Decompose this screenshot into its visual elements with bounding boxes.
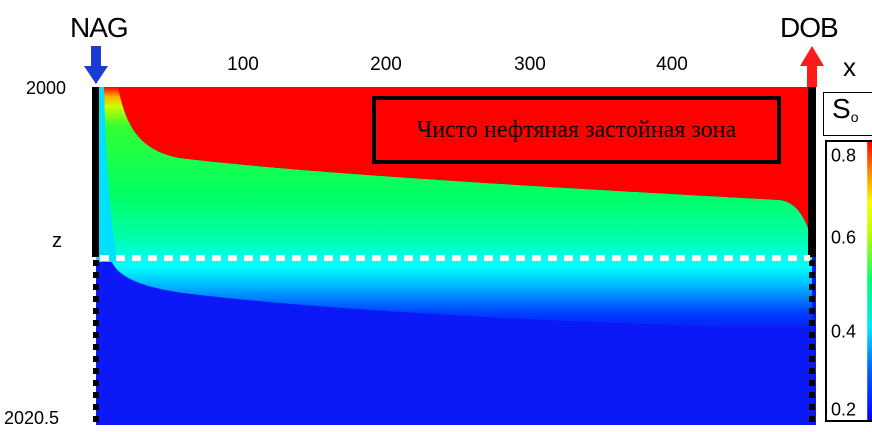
z-bottom-label: 2020.5 bbox=[4, 408, 60, 428]
z-axis-label: z bbox=[52, 230, 62, 252]
stagnant-zone-annotation: Чисто нефтяная застойная зона bbox=[372, 96, 781, 164]
injector-near-zone bbox=[96, 87, 118, 262]
colorbar-title: So bbox=[823, 92, 872, 136]
x-tick-label: 200 bbox=[370, 54, 402, 75]
x-tick-label: 400 bbox=[656, 54, 688, 75]
x-tick-label: 100 bbox=[227, 54, 259, 75]
injector-well-open bbox=[92, 87, 99, 257]
colorbar bbox=[825, 140, 872, 422]
colorbar-tick: 0.2 bbox=[831, 399, 857, 420]
stagnant-zone-text: Чисто нефтяная застойная зона bbox=[416, 116, 737, 143]
colorbar-title-main: S bbox=[832, 93, 851, 124]
colorbar-title-sub: o bbox=[850, 109, 859, 125]
displacement-front bbox=[99, 87, 812, 330]
production-arrow-icon bbox=[800, 46, 824, 87]
colorbar-tick: 0.6 bbox=[831, 227, 857, 248]
injection-arrow-icon bbox=[84, 46, 108, 84]
producer-well-label: DOB bbox=[780, 12, 839, 43]
injector-well-label: NAG bbox=[70, 12, 129, 43]
x-axis-label: x bbox=[843, 52, 856, 82]
z-top-label: 2000 bbox=[26, 78, 67, 98]
colorbar-tick: 0.4 bbox=[831, 321, 857, 342]
colorbar-tick: 0.8 bbox=[831, 145, 857, 166]
producer-well-open bbox=[808, 87, 816, 257]
x-tick-label: 300 bbox=[514, 54, 546, 75]
